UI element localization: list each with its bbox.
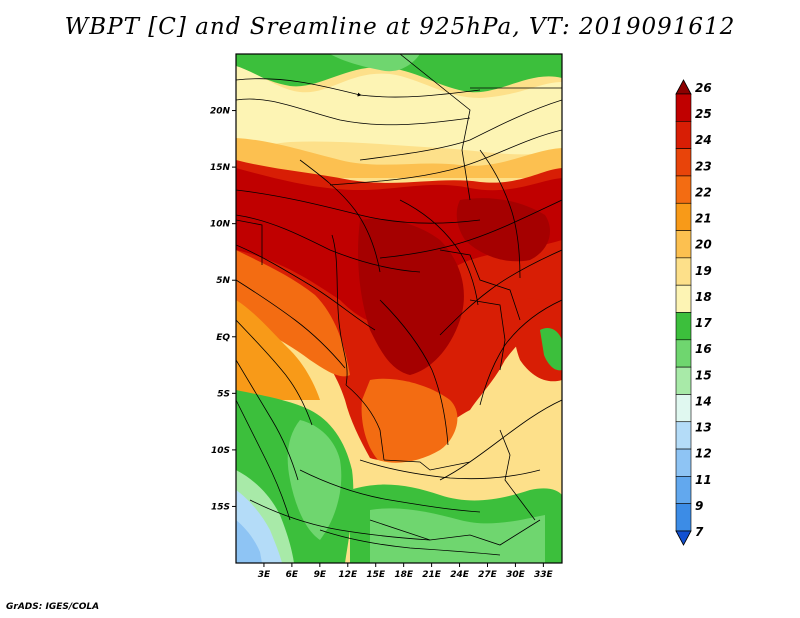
colorbar-segment	[675, 339, 692, 368]
colorbar-segment	[675, 503, 692, 532]
longitude-axis: 3E 6E 9E 12E 15E 18E 21E 24E 27E 30E 33E	[258, 563, 554, 580]
chart-title: WBPT [C] and Sreamline at 925hPa, VT: 20…	[64, 14, 736, 40]
colorbar: 26 25 24 23 22 21 20 19 18 17 16 15 14 13 12 11 9 7	[675, 79, 712, 546]
colorbar-label: 24	[695, 133, 712, 147]
colorbar-segment	[675, 284, 692, 313]
colorbar-label: 12	[695, 447, 712, 461]
lon-tick-label: 24E	[450, 570, 470, 580]
colorbar-label: 14	[695, 394, 712, 408]
lat-tick-label: 10S	[211, 446, 230, 456]
colorbar-label: 20	[695, 238, 712, 252]
colorbar-segment	[675, 175, 692, 204]
colorbar-label: 25	[695, 107, 712, 121]
streamlines	[236, 78, 562, 556]
colorbar-segment	[675, 257, 692, 286]
lon-tick-label: 33E	[534, 570, 554, 580]
lon-tick-label: 12E	[338, 570, 358, 580]
lat-tick-label: 20N	[210, 107, 231, 117]
lon-tick-label: 6E	[286, 570, 299, 580]
colorbar-label: 16	[695, 342, 712, 356]
map-frame	[235, 53, 563, 564]
colorbar-label: 9	[695, 499, 703, 513]
colorbar-label: 22	[695, 185, 712, 199]
colorbar-segment	[675, 394, 692, 423]
colorbar-segment	[675, 476, 692, 504]
colorbar-label: 23	[695, 159, 712, 173]
lon-tick-label: 21E	[422, 570, 442, 580]
colorbar-label: 19	[695, 264, 712, 278]
lon-tick-label: 15E	[366, 570, 386, 580]
colorbar-label: 13	[695, 421, 712, 435]
lat-tick-label: 5N	[216, 276, 230, 286]
lon-tick-label: 3E	[258, 570, 271, 580]
lat-tick-label: 5S	[217, 389, 230, 399]
latitude-axis: 20N 15N 10N 5N EQ 5S 10S 15S	[210, 107, 236, 512]
lat-tick-label: 15N	[210, 163, 231, 173]
lon-tick-label: 18E	[394, 570, 414, 580]
wbpt-field	[236, 54, 562, 563]
colorbar-segment	[675, 93, 692, 122]
colorbar-label: 11	[695, 473, 712, 487]
colorbar-segment	[675, 312, 692, 341]
country-borders	[236, 54, 562, 546]
lon-tick-label: 30E	[506, 570, 526, 580]
colorbar-label: 18	[695, 290, 712, 304]
colorbar-bottom-arrow	[675, 530, 692, 546]
colorbar-segment	[675, 448, 692, 477]
lat-tick-label: EQ	[216, 333, 230, 343]
footer-credit: GrADS: IGES/COLA	[6, 602, 100, 612]
colorbar-label: 15	[695, 368, 712, 382]
colorbar-label: 26	[695, 81, 712, 95]
lat-tick-label: 10N	[210, 220, 231, 230]
colorbar-segment	[675, 148, 692, 177]
colorbar-segment	[675, 366, 692, 395]
colorbar-label: 17	[695, 316, 712, 330]
lon-tick-label: 27E	[478, 570, 498, 580]
colorbar-label: 21	[695, 212, 712, 226]
colorbar-segment	[675, 421, 692, 450]
colorbar-label: 7	[695, 525, 704, 539]
colorbar-segment	[675, 121, 692, 149]
lat-tick-label: 15S	[211, 502, 230, 512]
colorbar-segment	[675, 230, 692, 259]
colorbar-segment	[675, 202, 692, 231]
lon-tick-label: 9E	[314, 570, 327, 580]
colorbar-top-arrow	[675, 79, 692, 95]
